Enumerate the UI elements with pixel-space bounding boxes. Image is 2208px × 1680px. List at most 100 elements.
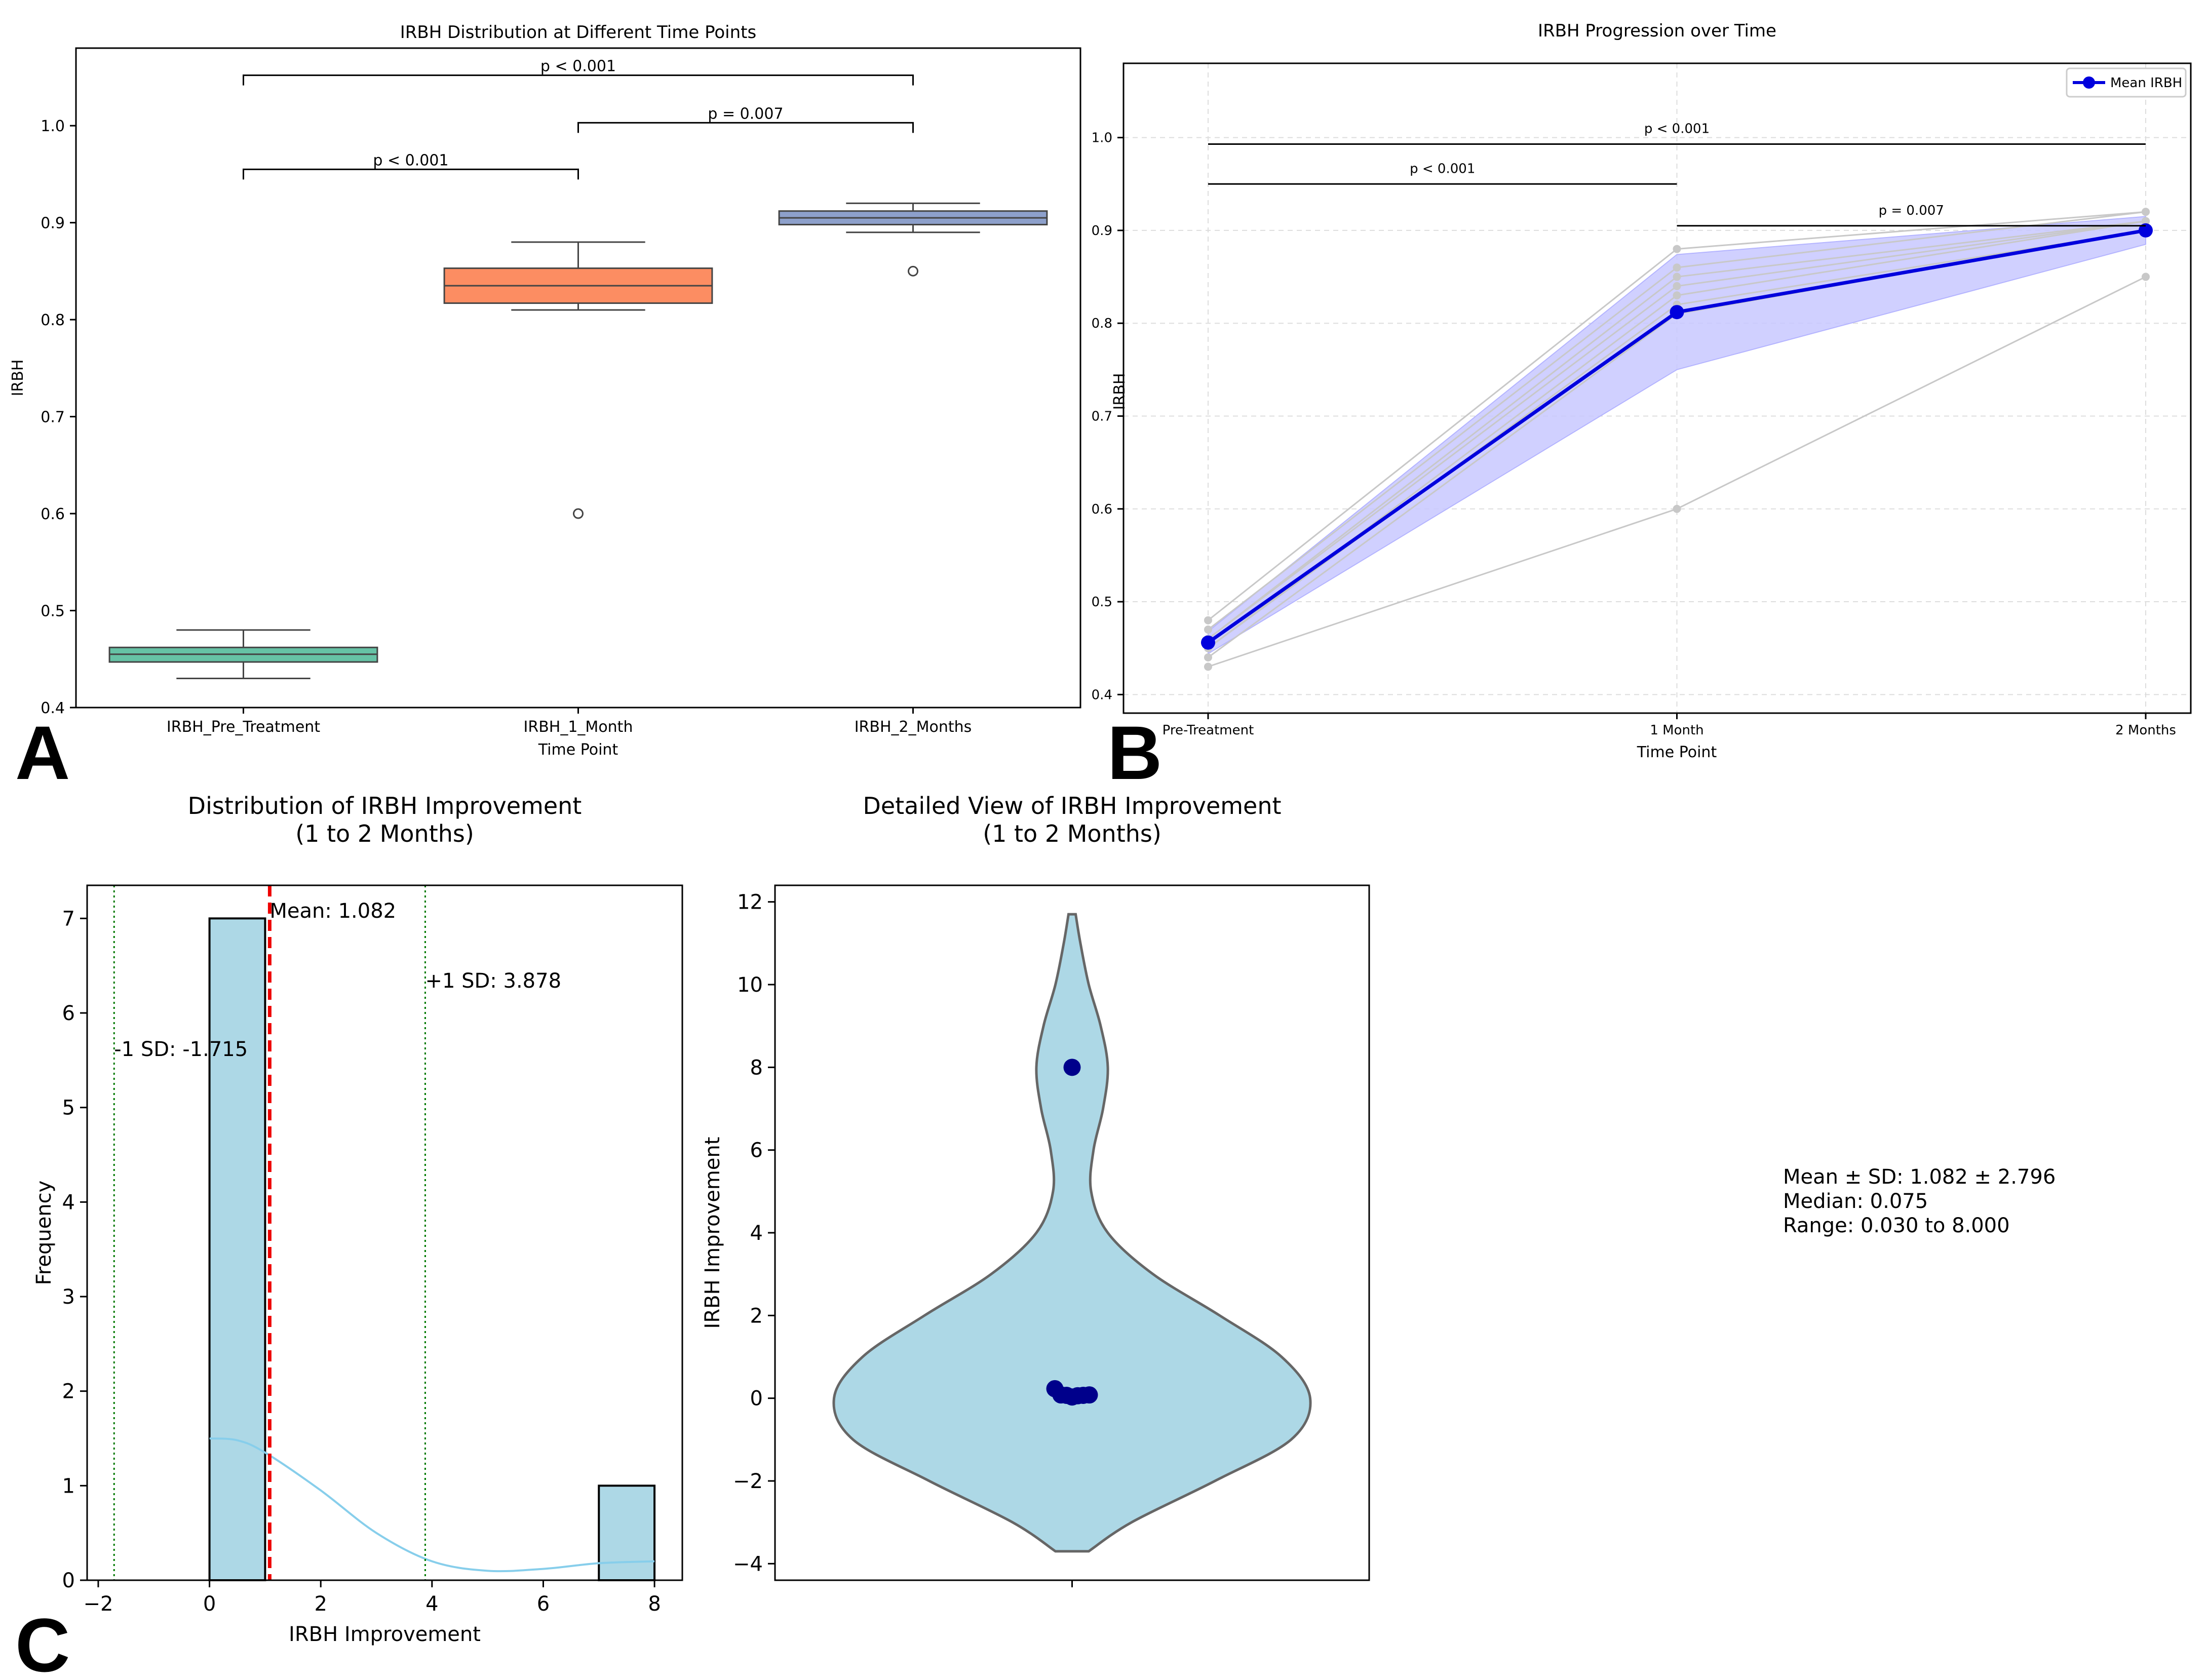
panel-b-individual-point [2142, 217, 2150, 225]
panel-b-individual-point [1204, 653, 1212, 662]
panel-a-title: IRBH Distribution at Different Time Poin… [400, 22, 756, 43]
panel-c1-frame [86, 884, 683, 1581]
panel-a-sig-label: p = 0.007 [708, 105, 783, 123]
panel-b-ytick-label: 0.4 [1092, 687, 1112, 702]
panel-b-individual-point [2142, 272, 2150, 281]
panel-a-ytick-label: 0.5 [41, 603, 65, 620]
panel-b-sig-label: p < 0.001 [1644, 121, 1710, 136]
panel-c1-ytick-label: 2 [62, 1380, 75, 1403]
panel-c2-ylabel: IRBH Improvement [701, 1137, 724, 1329]
panel-c1-ytick-label: 6 [62, 1002, 75, 1025]
panel-b-individual-point [1673, 504, 1681, 513]
panel-b-legend-box [2066, 67, 2187, 98]
panel-c2-subtitle: (1 to 2 Months) [983, 820, 1161, 847]
panel-b-xtick-label: 2 Months [2115, 723, 2176, 738]
summary-median: Median: 0.075 [1783, 1190, 1928, 1213]
panel-a-sig-bracket [243, 168, 579, 180]
panel-c1-ytick-label: 7 [62, 907, 75, 930]
panel-a-sig-label: p < 0.001 [373, 151, 448, 169]
panel-c2-title: Detailed View of IRBH Improvement [863, 792, 1281, 819]
panel-c2-ytick-label: 0 [750, 1387, 763, 1411]
summary-mean-sd: Mean ± SD: 1.082 ± 2.796 [1783, 1165, 2056, 1189]
panel-a-xtick-label: IRBH_2_Months [855, 718, 972, 736]
panel-c2-ytick-label: −4 [733, 1552, 763, 1576]
panel-c1-ytick-label: 5 [62, 1097, 75, 1120]
panel-b-ylabel: IRBH [1111, 373, 1129, 410]
panel-c1-xtick-label: 6 [537, 1592, 550, 1616]
panel-a-ytick-label: 0.4 [41, 699, 65, 717]
panel-c2-frame [774, 884, 1370, 1581]
panel-a-sig-bracket [577, 122, 914, 133]
panel-b-xlabel: Time Point [1637, 744, 1717, 761]
panel-c1-ytick-label: 4 [62, 1191, 75, 1214]
panel-a-sig-bracket [243, 74, 914, 86]
panel-letter-b: B [1107, 710, 1162, 795]
panel-b-individual-point [1204, 662, 1212, 671]
panel-b-mean-point [1201, 635, 1215, 650]
panel-c2-ytick-label: 4 [750, 1222, 763, 1245]
panel-a-ylabel: IRBH [9, 360, 27, 397]
summary-statistics: Mean ± SD: 1.082 ± 2.796 Median: 0.075 R… [1783, 1165, 2056, 1238]
panel-letter-a: A [15, 710, 70, 795]
panel-b-ytick-label: 0.9 [1092, 223, 1112, 239]
panel-letter-c: C [15, 1603, 70, 1680]
panel-c1-ylabel: Frequency [32, 1181, 56, 1285]
panel-a-outlier [573, 508, 584, 519]
summary-range: Range: 0.030 to 8.000 [1783, 1214, 2010, 1237]
panel-b-individual-point [2142, 208, 2150, 216]
panel-b-ytick-label: 0.5 [1092, 595, 1112, 610]
panel-c1-subtitle: (1 to 2 Months) [295, 820, 474, 847]
panel-a-xtick-label: IRBH_1_Month [524, 718, 633, 736]
panel-a-ytick-label: 0.6 [41, 505, 65, 523]
panel-c2-ytick-label: 8 [750, 1056, 763, 1079]
panel-c2-violin-body [832, 913, 1312, 1553]
panel-b-sig-label: p < 0.001 [1410, 161, 1475, 176]
panel-b-individual-point [1673, 245, 1681, 253]
panel-b-individual-point [1673, 291, 1681, 300]
panel-b-xtick-label: Pre-Treatment [1163, 723, 1254, 738]
panel-c2-ytick-label: 6 [750, 1139, 763, 1162]
panel-a-outlier [908, 265, 918, 277]
panel-b-individual-point [1204, 626, 1212, 634]
panel-c1-mean-label: Mean: 1.082 [269, 900, 396, 923]
panel-c1-bar [208, 917, 266, 1581]
panel-c1-sd-label: +1 SD: 3.878 [425, 969, 561, 993]
panel-c2-ytick-label: 10 [737, 973, 763, 997]
panel-b-individual-point [1204, 616, 1212, 624]
panel-c1-xtick-label: 2 [314, 1592, 327, 1616]
panel-c2-ytick-label: −2 [733, 1470, 763, 1493]
panel-c1-xtick-label: 4 [425, 1592, 438, 1616]
panel-a-sig-label: p < 0.001 [540, 58, 616, 75]
panel-a-ytick-label: 0.7 [41, 409, 65, 426]
panel-c1-sd-label: -1 SD: -1.715 [114, 1038, 248, 1061]
panel-b-individual-point [1673, 263, 1681, 272]
panel-c1-title: Distribution of IRBH Improvement [188, 792, 582, 819]
panel-b-mean-point [2139, 223, 2153, 238]
panel-b-ytick-label: 0.8 [1092, 316, 1112, 331]
panel-c1-bar [598, 1484, 656, 1581]
panel-c1-xtick-label: −2 [83, 1592, 113, 1616]
panel-c1-ytick-label: 3 [62, 1285, 75, 1309]
panel-a-ytick-label: 1.0 [41, 118, 65, 135]
panel-c2-ytick-label: 2 [750, 1304, 763, 1327]
panel-b-ytick-label: 1.0 [1092, 131, 1112, 146]
panel-c1-xtick-label: 8 [648, 1592, 661, 1616]
panel-a-frame [75, 47, 1081, 709]
panel-c1-kde-curve [209, 1437, 655, 1573]
panel-b-sig-label: p = 0.007 [1879, 203, 1944, 218]
panel-b-title: IRBH Progression over Time [1538, 21, 1776, 41]
panel-b-mean-point [1670, 305, 1684, 320]
panel-b-frame [1122, 62, 2192, 714]
panel-a-xlabel: Time Point [538, 741, 618, 759]
panel-a-ytick-label: 0.9 [41, 215, 65, 232]
panel-c2-data-point [1063, 1059, 1081, 1076]
panel-c2-ytick-label: 12 [737, 891, 763, 914]
panel-b-legend-marker [2083, 76, 2095, 89]
panel-b-ytick-label: 0.7 [1092, 409, 1112, 424]
panel-b-individual-point [1673, 282, 1681, 290]
panel-c1-ytick-label: 1 [62, 1474, 75, 1498]
panel-b-individual-point [1673, 272, 1681, 281]
panel-b-legend-label: Mean IRBH [2110, 75, 2182, 91]
panel-c1-ytick-label: 0 [62, 1569, 75, 1592]
